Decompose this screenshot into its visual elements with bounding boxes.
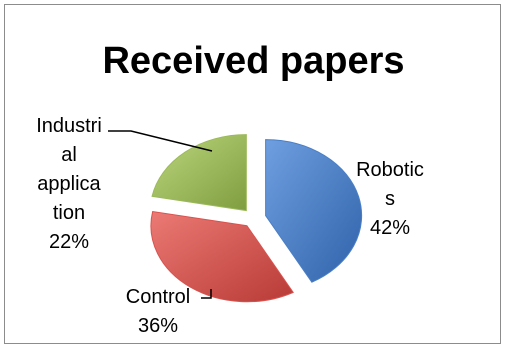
label-control: Control 36% xyxy=(125,286,191,337)
slice-robotics xyxy=(265,139,363,283)
slice-industrial-application xyxy=(151,134,247,212)
chart-title: Received papers xyxy=(102,40,405,82)
leader-line-control xyxy=(201,289,212,299)
label-robotics: Robotic s 42% xyxy=(356,159,424,239)
slice-control xyxy=(150,210,294,303)
label-industrial-application: Industri al applica tion 22% xyxy=(36,115,102,253)
leader-line-industrial xyxy=(108,130,213,152)
